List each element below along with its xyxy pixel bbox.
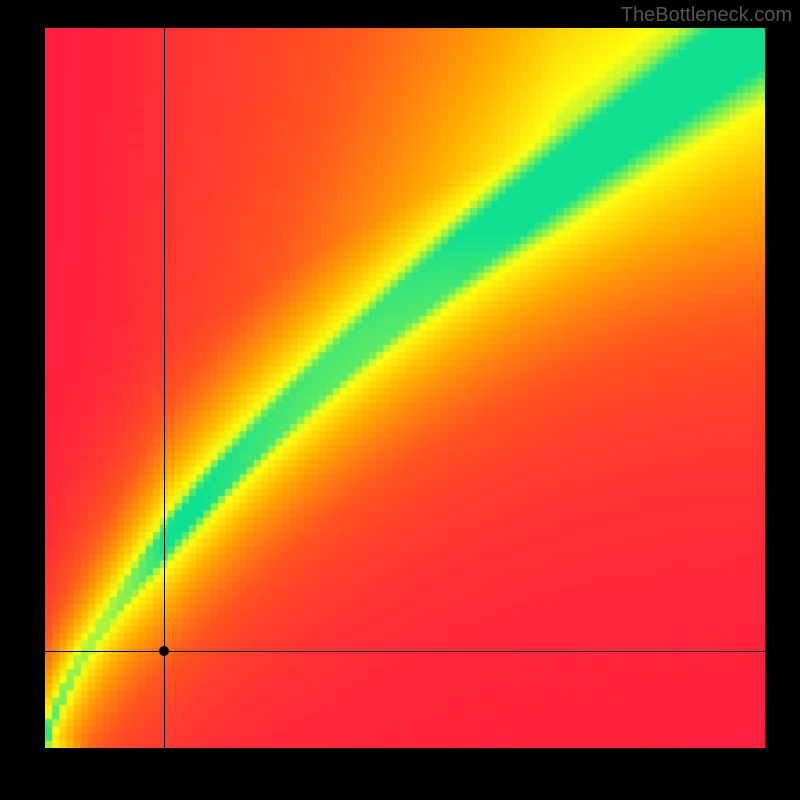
- chart-frame: [45, 28, 765, 748]
- watermark-text: TheBottleneck.com: [621, 4, 792, 27]
- crosshair-marker-dot: [159, 646, 169, 656]
- crosshair-horizontal: [45, 651, 765, 652]
- bottleneck-heatmap: [45, 28, 765, 748]
- crosshair-vertical: [164, 28, 165, 748]
